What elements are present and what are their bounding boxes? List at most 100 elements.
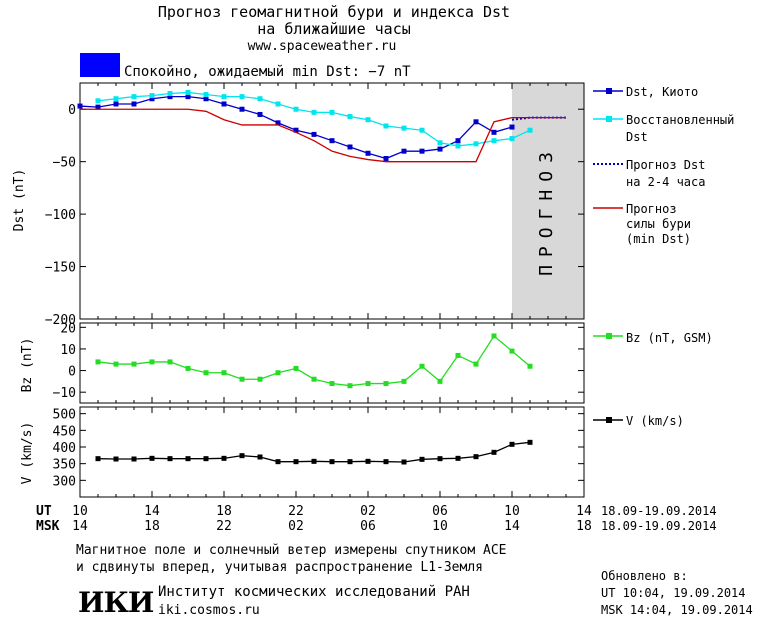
legend-v-marker (606, 417, 612, 423)
data-point (509, 348, 515, 354)
data-point (401, 378, 407, 384)
data-point (95, 359, 101, 365)
legend-forecast-l1: Прогноз Dst (626, 158, 705, 172)
legend-dst-kyoto: Dst, Киото (626, 85, 698, 99)
footer-note-line2: и сдвинуты вперед, учитывая распростране… (76, 560, 483, 575)
data-point (329, 381, 335, 387)
msk-tick-label: 22 (216, 519, 232, 534)
data-point (401, 148, 407, 154)
data-point (347, 383, 353, 389)
data-point (131, 94, 137, 100)
data-point (311, 109, 317, 115)
data-point (383, 459, 389, 465)
y-tick-label: −10 (53, 386, 76, 401)
msk-tick-label: 18 (576, 519, 592, 534)
data-point (185, 89, 191, 95)
data-point (455, 352, 461, 358)
data-point (113, 101, 119, 107)
ut-tick-label: 06 (432, 504, 448, 519)
y-tick-label: 500 (53, 408, 76, 423)
legend-bz: Bz (nT, GSM) (626, 331, 713, 345)
data-point (509, 136, 515, 142)
ut-tick-label: 22 (288, 504, 304, 519)
data-point (167, 359, 173, 365)
legend-dst-restored-l2: Dst (626, 130, 648, 144)
data-point (455, 455, 461, 461)
data-point (491, 129, 497, 135)
data-point (365, 381, 371, 387)
data-point (509, 124, 515, 130)
data-point (131, 361, 137, 367)
msk-tick-label: 14 (72, 519, 88, 534)
footer-note-line1: Магнитное поле и солнечный ветер измерен… (76, 543, 506, 558)
institute-site: iki.cosmos.ru (158, 603, 260, 618)
data-point (383, 123, 389, 129)
data-point (185, 456, 191, 462)
data-point (131, 456, 137, 462)
ut-range: 18.09-19.09.2014 (601, 504, 717, 518)
data-point (149, 455, 155, 461)
ut-tick-label: 02 (360, 504, 376, 519)
legend: Dst, Киото Восстановленный Dst Прогноз D… (593, 85, 734, 428)
y-tick-label: 300 (53, 474, 76, 489)
data-point (185, 94, 191, 100)
bz-panel-frame (79, 322, 585, 404)
data-point (293, 365, 299, 371)
status-text: Спокойно, ожидаемый min Dst: −7 nT (124, 64, 411, 80)
chart-title-line2: на ближайшие часы (257, 20, 411, 38)
y-tick-label: 20 (60, 321, 76, 336)
ut-label: UT (36, 504, 52, 519)
data-point (401, 125, 407, 131)
data-point (419, 456, 425, 462)
ut-tick-label: 14 (144, 504, 160, 519)
data-point (419, 363, 425, 369)
data-point (455, 138, 461, 144)
msk-tick-label: 06 (360, 519, 376, 534)
data-point (347, 144, 353, 150)
data-point (167, 456, 173, 462)
data-point (131, 101, 137, 107)
msk-tick-label: 14 (504, 519, 520, 534)
msk-tick-label: 02 (288, 519, 304, 534)
msk-label: MSK (36, 519, 60, 534)
series-line (97, 91, 531, 147)
status-color-box (80, 53, 120, 77)
data-point (491, 449, 497, 455)
data-point (365, 150, 371, 156)
updated-msk: MSK 14:04, 19.09.2014 (601, 603, 753, 617)
updated-label: Обновлено в: (601, 569, 688, 583)
legend-storm-l1: Прогноз (626, 202, 677, 216)
y-tick-label: 400 (53, 441, 76, 456)
data-point (455, 143, 461, 149)
msk-tick-label: 18 (144, 519, 160, 534)
data-point (311, 131, 317, 137)
data-point (203, 370, 209, 376)
y-tick-label: 10 (60, 343, 76, 358)
data-point (419, 148, 425, 154)
data-point (275, 370, 281, 376)
data-point (383, 381, 389, 387)
data-point (311, 458, 317, 464)
ut-tick-label: 10 (72, 504, 88, 519)
site-url: www.spaceweather.ru (248, 39, 397, 54)
data-point (383, 156, 389, 162)
v-panel-frame (79, 406, 585, 498)
data-point (257, 96, 263, 102)
legend-dst-restored-l1: Восстановленный (626, 113, 734, 127)
data-point (167, 94, 173, 100)
data-point (473, 119, 479, 125)
data-point (95, 456, 101, 462)
iki-logo: ИКИ (78, 586, 154, 619)
ut-tick-label: 18 (216, 504, 232, 519)
dst-axis-label: Dst (nT) (12, 169, 27, 232)
data-point (221, 101, 227, 107)
data-point (293, 127, 299, 133)
data-point (365, 117, 371, 123)
legend-forecast-l2: на 2-4 часа (626, 175, 705, 189)
data-point (509, 441, 515, 447)
updated-ut: UT 10:04, 19.09.2014 (601, 586, 746, 600)
data-point (527, 363, 533, 369)
data-point (491, 138, 497, 144)
legend-bz-marker (606, 333, 612, 339)
